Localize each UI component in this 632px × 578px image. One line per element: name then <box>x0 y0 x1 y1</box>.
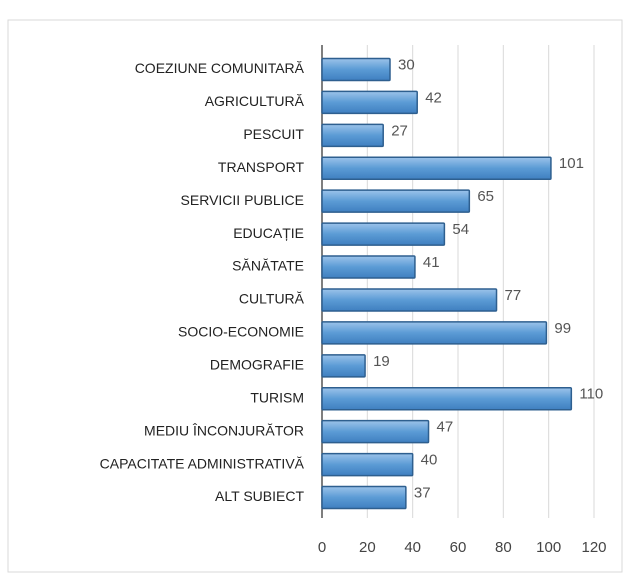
value-label: 42 <box>425 89 442 106</box>
value-label: 65 <box>477 188 494 205</box>
bar <box>321 485 407 510</box>
value-label: 30 <box>398 56 415 73</box>
x-tick-label: 60 <box>450 539 467 556</box>
x-tick-label: 40 <box>404 539 421 556</box>
bar <box>321 255 416 279</box>
y-tick-label: SĂNĂTATE <box>232 258 304 274</box>
y-tick-label: TURISM <box>250 389 304 405</box>
x-tick-label: 100 <box>536 539 561 556</box>
bar <box>321 321 548 345</box>
x-tick-label: 120 <box>581 539 606 556</box>
value-label: 47 <box>437 419 454 436</box>
y-tick-label: CAPACITATE ADMINISTRATIVĂ <box>100 455 305 471</box>
value-label: 37 <box>414 485 431 502</box>
y-tick-label: CULTURĂ <box>239 291 305 307</box>
value-label: 77 <box>505 287 522 304</box>
x-tick-label: 0 <box>318 539 326 556</box>
bar <box>321 387 573 411</box>
y-tick-label: ALT SUBIECT <box>215 488 304 504</box>
bar <box>321 288 498 312</box>
bar <box>321 123 384 148</box>
bar <box>321 222 446 246</box>
value-label: 110 <box>579 386 603 403</box>
chart-border <box>7 19 623 573</box>
bar <box>321 354 366 378</box>
y-tick-label: MEDIU ÎNCONJURĂTOR <box>144 422 304 438</box>
y-tick-label: AGRICULTURĂ <box>205 93 305 109</box>
y-tick-label: COEZIUNE COMUNITARĂ <box>135 60 305 76</box>
bar <box>321 419 430 444</box>
bar <box>321 90 418 115</box>
x-tick-label: 20 <box>359 539 376 556</box>
y-tick-label: SOCIO-ECONOMIE <box>178 324 304 340</box>
y-tick-label: SERVICII PUBLICE <box>181 192 304 208</box>
y-tick-label: PESCUIT <box>243 126 304 142</box>
value-label: 99 <box>554 320 571 337</box>
y-tick-label: EDUCAȚIE <box>233 225 304 241</box>
value-label: 101 <box>559 155 584 172</box>
y-tick-label: DEMOGRAFIE <box>210 357 304 373</box>
bar <box>321 189 471 213</box>
bar <box>321 57 391 82</box>
bar <box>321 156 552 180</box>
value-label: 54 <box>452 221 469 238</box>
value-label: 40 <box>421 452 438 469</box>
value-label: 41 <box>423 254 440 271</box>
bar <box>321 452 414 477</box>
y-tick-label: TRANSPORT <box>218 159 305 175</box>
value-label: 27 <box>391 122 408 139</box>
value-label: 19 <box>373 353 390 370</box>
x-tick-label: 80 <box>495 539 512 556</box>
